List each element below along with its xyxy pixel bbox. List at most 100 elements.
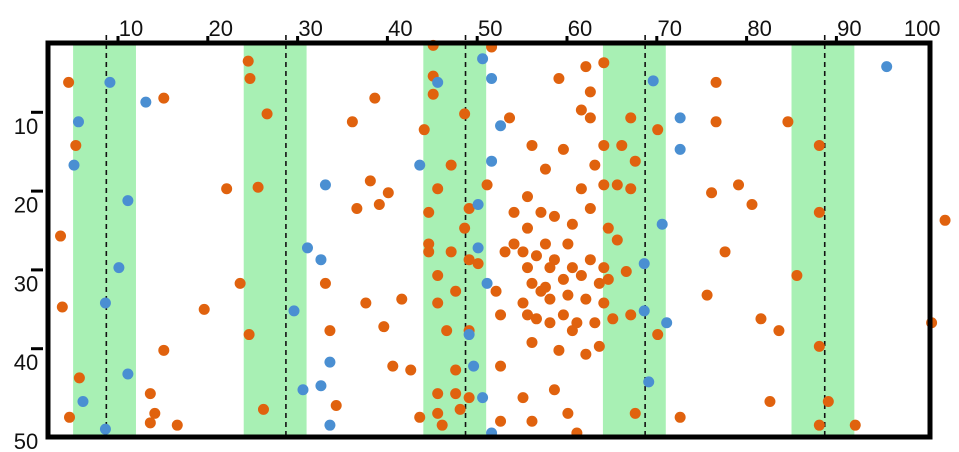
orange-point bbox=[526, 337, 537, 348]
blue-point bbox=[315, 254, 326, 265]
orange-point bbox=[567, 219, 578, 230]
orange-point bbox=[823, 396, 834, 407]
orange-point bbox=[522, 191, 533, 202]
orange-point bbox=[446, 160, 457, 171]
orange-point bbox=[509, 207, 520, 218]
blue-point bbox=[675, 144, 686, 155]
orange-point bbox=[540, 282, 551, 293]
blue-point bbox=[302, 242, 313, 253]
orange-point bbox=[549, 254, 560, 265]
orange-point bbox=[324, 325, 335, 336]
blue-point bbox=[77, 396, 88, 407]
blue-point bbox=[122, 368, 133, 379]
orange-point bbox=[576, 270, 587, 281]
orange-point bbox=[616, 140, 627, 151]
orange-point bbox=[589, 160, 600, 171]
orange-point bbox=[544, 317, 555, 328]
orange-point bbox=[432, 270, 443, 281]
blue-point bbox=[297, 384, 308, 395]
orange-point bbox=[652, 329, 663, 340]
orange-point bbox=[558, 274, 569, 285]
orange-point bbox=[428, 89, 439, 100]
orange-point bbox=[791, 270, 802, 281]
orange-point bbox=[720, 246, 731, 257]
orange-point bbox=[571, 317, 582, 328]
orange-point bbox=[446, 246, 457, 257]
orange-point bbox=[495, 361, 506, 372]
orange-point bbox=[652, 124, 663, 135]
orange-point bbox=[553, 345, 564, 356]
x-tick-label: 20 bbox=[209, 16, 233, 41]
orange-point bbox=[567, 262, 578, 273]
x-tick-label: 90 bbox=[837, 16, 861, 41]
orange-point bbox=[526, 416, 537, 427]
orange-point bbox=[459, 223, 470, 234]
orange-point bbox=[598, 57, 609, 68]
y-tick-label: 50 bbox=[14, 429, 38, 452]
orange-point bbox=[423, 246, 434, 257]
orange-point bbox=[199, 304, 210, 315]
orange-point bbox=[158, 345, 169, 356]
orange-point bbox=[473, 258, 484, 269]
orange-point bbox=[360, 298, 371, 309]
x-tick-label: 10 bbox=[119, 16, 143, 41]
orange-point bbox=[607, 313, 618, 324]
orange-point bbox=[598, 298, 609, 309]
blue-point bbox=[320, 179, 331, 190]
x-tick-label: 70 bbox=[658, 16, 682, 41]
orange-point bbox=[500, 246, 511, 257]
orange-point bbox=[432, 408, 443, 419]
blue-point bbox=[100, 298, 111, 309]
orange-point bbox=[55, 231, 66, 242]
orange-point bbox=[396, 294, 407, 305]
orange-point bbox=[405, 365, 416, 376]
orange-point bbox=[74, 372, 85, 383]
orange-point bbox=[706, 187, 717, 198]
orange-point bbox=[243, 56, 254, 67]
blue-point bbox=[495, 120, 506, 131]
blue-point bbox=[477, 392, 488, 403]
orange-point bbox=[351, 203, 362, 214]
orange-point bbox=[145, 388, 156, 399]
orange-point bbox=[540, 238, 551, 249]
orange-point bbox=[540, 164, 551, 175]
orange-point bbox=[549, 211, 560, 222]
orange-point bbox=[522, 262, 533, 273]
blue-point bbox=[675, 112, 686, 123]
blue-point bbox=[100, 424, 111, 435]
band-layer bbox=[73, 43, 854, 437]
blue-point bbox=[482, 278, 493, 289]
orange-point bbox=[57, 301, 68, 312]
orange-point bbox=[172, 420, 183, 431]
orange-point bbox=[244, 329, 255, 340]
orange-point bbox=[149, 408, 160, 419]
y-tick-label: 30 bbox=[14, 271, 38, 296]
orange-point bbox=[504, 112, 515, 123]
blue-point bbox=[486, 73, 497, 84]
orange-point bbox=[526, 278, 537, 289]
blue-point bbox=[104, 77, 115, 88]
orange-point bbox=[450, 286, 461, 297]
blue-point bbox=[473, 242, 484, 253]
orange-point bbox=[423, 207, 434, 218]
blue-point bbox=[486, 156, 497, 167]
orange-point bbox=[814, 341, 825, 352]
orange-point bbox=[630, 408, 641, 419]
orange-point bbox=[603, 223, 614, 234]
orange-point bbox=[625, 183, 636, 194]
orange-point bbox=[495, 309, 506, 320]
blue-point bbox=[414, 160, 425, 171]
orange-point bbox=[347, 116, 358, 127]
orange-point bbox=[589, 317, 600, 328]
orange-point bbox=[585, 203, 596, 214]
orange-point bbox=[374, 199, 385, 210]
orange-point bbox=[598, 262, 609, 273]
orange-point bbox=[562, 408, 573, 419]
orange-point bbox=[432, 183, 443, 194]
orange-point bbox=[553, 73, 564, 84]
blue-point bbox=[140, 97, 151, 108]
orange-point bbox=[621, 266, 632, 277]
blue-point bbox=[68, 160, 79, 171]
orange-point bbox=[544, 294, 555, 305]
